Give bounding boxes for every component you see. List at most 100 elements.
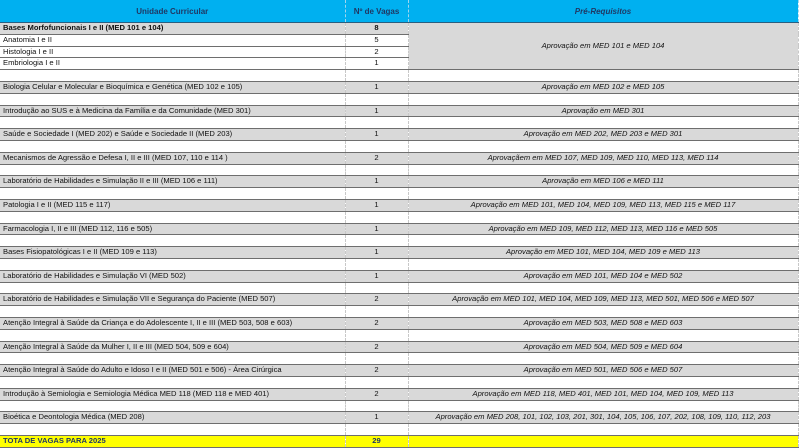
empty-cell <box>345 187 409 200</box>
unit-prereq: Aprovação em MED 101, MED 104 e MED 502 <box>408 270 799 283</box>
unit-prereq: Aprovação em MED 106 e MED 111 <box>408 175 799 189</box>
blank-row <box>0 305 799 318</box>
group-row: Bases Morfofuncionais I e II (MED 101 e … <box>0 22 799 71</box>
unit-prereq: Aprovação em MED 501, MED 506 e MED 507 <box>408 364 799 377</box>
empty-cell <box>408 164 799 177</box>
empty-cell <box>408 211 799 224</box>
empty-cell <box>0 329 346 342</box>
subitem-row: Embriologia I e II 1 <box>0 57 798 71</box>
blank-row <box>0 93 799 106</box>
unit-prereq: Aprovação em MED 102 e MED 105 <box>408 81 799 94</box>
empty-cell <box>345 211 409 224</box>
unit-prereq: Aprovação em MED 109, MED 112, MED 113, … <box>408 223 799 236</box>
unit-name: Atenção Integral à Saúde do Adulto e Ido… <box>0 364 346 377</box>
table-row: Laboratório de Habilidades e Simulação V… <box>0 270 799 283</box>
table-row: Farmacologia I, II e III (MED 112, 116 e… <box>0 223 799 236</box>
empty-cell <box>345 258 409 271</box>
unit-name: Farmacologia I, II e III (MED 112, 116 e… <box>0 223 346 236</box>
empty-cell <box>345 282 409 295</box>
blank-row <box>0 376 799 389</box>
empty-cell <box>408 376 799 389</box>
unit-vagas: 1 <box>345 175 409 189</box>
unit-name: Biologia Celular e Molecular e Bioquímic… <box>0 81 346 94</box>
table-row: Bases Fisiopatológicas I e II (MED 109 e… <box>0 246 799 259</box>
empty-cell <box>408 423 799 436</box>
unit-prereq: Aprovação em MED 202, MED 203 e MED 301 <box>408 128 799 141</box>
empty-cell <box>0 400 346 413</box>
table-row: Atenção Integral à Saúde da Mulher I, II… <box>0 341 799 354</box>
table-row: Introdução ao SUS e à Medicina da Famíli… <box>0 105 799 118</box>
empty-cell <box>0 282 346 295</box>
unit-name: Bioética e Deontologia Médica (MED 208) <box>0 411 346 425</box>
empty-cell <box>0 93 346 106</box>
empty-cell <box>408 282 799 295</box>
empty-cell <box>408 69 799 82</box>
total-vagas: 29 <box>345 434 409 448</box>
total-label: TOTA DE VAGAS PARA 2025 <box>0 434 346 448</box>
empty-cell <box>0 164 346 177</box>
unit-vagas: 1 <box>345 411 409 425</box>
table-row: Atenção Integral à Saúde da Criança e do… <box>0 317 799 330</box>
empty-cell <box>408 116 799 130</box>
unit-vagas: 2 <box>345 293 409 307</box>
table-row: Saúde e Sociedade I (MED 202) e Saúde e … <box>0 128 799 141</box>
unit-vagas: 2 <box>345 388 409 401</box>
blank-row <box>0 400 799 413</box>
table-row: Patologia I e II (MED 115 e 117) 1 Aprovaç… <box>0 199 799 212</box>
unit-name: Laboratório de Habilidades e Simulação V… <box>0 293 346 307</box>
unit-vagas: 2 <box>345 317 409 330</box>
unit-vagas: 1 <box>345 105 409 118</box>
blank-row <box>0 234 799 248</box>
blank-row <box>0 69 799 82</box>
empty-cell <box>0 423 346 436</box>
blank-row <box>0 140 799 153</box>
empty-cell <box>408 187 799 200</box>
blank-row <box>0 211 799 224</box>
total-row: TOTA DE VAGAS PARA 2025 29 <box>0 434 799 448</box>
unit-name: Bases Morfofuncionais I e II (MED 101 e … <box>0 22 346 35</box>
empty-cell <box>0 187 346 200</box>
unit-name: Saúde e Sociedade I (MED 202) e Saúde e … <box>0 128 346 141</box>
empty-cell <box>408 93 799 106</box>
unit-vagas: 2 <box>345 152 409 165</box>
empty-cell <box>345 69 409 82</box>
subitem-vagas: 1 <box>345 57 409 71</box>
header-unidade: Unidade Curricular <box>0 0 346 23</box>
blank-row <box>0 352 799 366</box>
subitem-name: Embriologia I e II <box>0 57 346 71</box>
subitem-row: Anatomia I e II 5 <box>0 34 798 47</box>
unit-prereq: Aprovação em MED 208, 101, 102, 103, 201… <box>408 411 799 425</box>
empty-cell <box>0 140 346 153</box>
subitem-name: Histologia I e II <box>0 46 346 59</box>
blank-row <box>0 282 799 295</box>
empty-cell <box>408 140 799 153</box>
subitem-vagas: 2 <box>345 46 409 59</box>
empty-cell <box>345 234 409 248</box>
subitem-name: Anatomia I e II <box>0 34 346 47</box>
blank-row <box>0 329 799 342</box>
empty-cell <box>0 376 346 389</box>
unit-vagas: 1 <box>345 270 409 283</box>
unit-name: Bases Fisiopatológicas I e II (MED 109 e… <box>0 246 346 259</box>
unit-vagas: 1 <box>345 246 409 259</box>
unit-vagas: 1 <box>345 81 409 94</box>
unit-vagas: 1 <box>345 128 409 141</box>
empty-cell <box>408 352 799 366</box>
empty-cell <box>0 258 346 271</box>
unit-prereq: Aprovação em MED 118, MED 401, MED 101, … <box>408 388 799 401</box>
empty-cell <box>345 423 409 436</box>
table-row: Mecanismos de Agressão e Defesa I, II e … <box>0 152 799 165</box>
blank-row <box>0 187 799 200</box>
empty-cell <box>345 329 409 342</box>
header-vagas: Nº de Vagas <box>345 0 409 23</box>
empty-cell <box>345 164 409 177</box>
unit-name: Mecanismos de Agressão e Defesa I, II e … <box>0 152 346 165</box>
empty-cell <box>345 93 409 106</box>
empty-cell <box>0 69 346 82</box>
table-row: Introdução à Semiologia e Semiologia Méd… <box>0 388 799 401</box>
total-empty <box>408 434 799 448</box>
unit-name: Introdução à Semiologia e Semiologia Méd… <box>0 388 346 401</box>
header-prereq: Pré-Requisitos <box>408 0 799 23</box>
empty-cell <box>345 400 409 413</box>
unit-name: Laboratório de Habilidades e Simulação V… <box>0 270 346 283</box>
